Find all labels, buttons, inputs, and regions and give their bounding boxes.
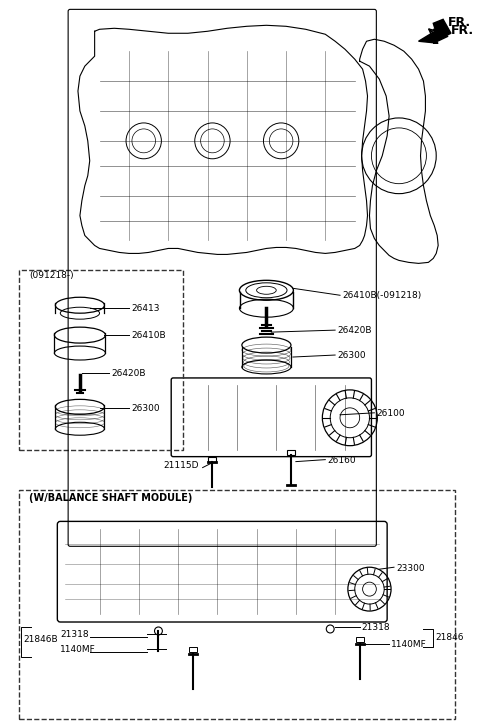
Text: FR.: FR.: [448, 16, 471, 29]
Text: 26300: 26300: [337, 351, 366, 360]
Circle shape: [155, 627, 162, 635]
Text: 26420B: 26420B: [337, 326, 372, 335]
Text: (091218-): (091218-): [29, 271, 73, 281]
Text: 26300: 26300: [131, 403, 159, 413]
Bar: [19, 489, 455, 718]
Text: 26160: 26160: [327, 456, 356, 465]
Text: 1140MF: 1140MF: [60, 645, 96, 654]
Text: 23300: 23300: [396, 564, 425, 573]
Bar: [356, 637, 363, 642]
Text: 1140MF: 1140MF: [391, 640, 427, 649]
Text: 21115D: 21115D: [163, 461, 199, 470]
Text: 26410B(-091218): 26410B(-091218): [342, 292, 421, 300]
Text: 26420B: 26420B: [111, 369, 146, 378]
Text: FR.: FR.: [451, 24, 474, 37]
Polygon shape: [419, 29, 448, 43]
Circle shape: [326, 625, 334, 633]
Bar: [19, 270, 183, 450]
Text: 26100: 26100: [376, 409, 405, 418]
Text: 21318: 21318: [60, 630, 89, 639]
Polygon shape: [433, 20, 451, 39]
Text: 26413: 26413: [131, 304, 159, 313]
Bar: [208, 457, 216, 462]
Text: 21846: 21846: [435, 633, 464, 642]
Text: (W/BALANCE SHAFT MODULE): (W/BALANCE SHAFT MODULE): [29, 494, 192, 504]
Bar: [189, 647, 197, 652]
Text: 26410B: 26410B: [131, 331, 166, 340]
Text: 21846B: 21846B: [23, 635, 58, 644]
Bar: [287, 450, 295, 454]
Text: 21318: 21318: [361, 623, 390, 632]
